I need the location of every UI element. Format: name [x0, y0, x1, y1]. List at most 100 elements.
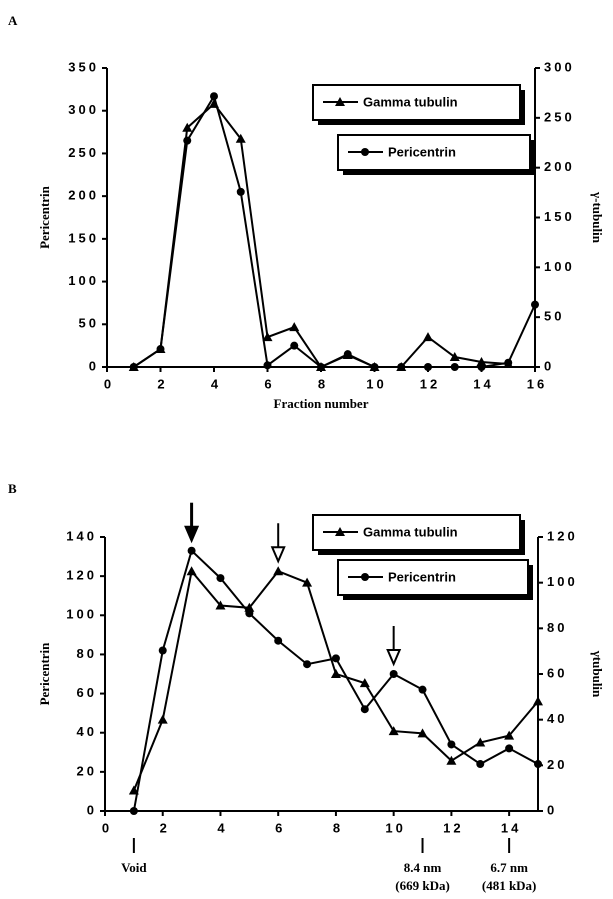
circle-marker — [476, 760, 485, 769]
circle-marker — [450, 363, 459, 371]
triangle-marker — [359, 678, 370, 688]
y-tick-label: 150 — [68, 230, 99, 245]
y2-tick-label: 0 — [547, 802, 557, 817]
y2-tick-label: 100 — [547, 574, 578, 589]
x-tick-label: 2 — [157, 376, 167, 391]
annotation-text: (481 kDa) — [482, 878, 537, 893]
triangle-marker — [157, 714, 168, 724]
triangle-marker — [186, 566, 197, 576]
legend-marker — [361, 148, 369, 156]
circle-marker — [505, 744, 514, 753]
y-tick-label: 100 — [66, 607, 97, 622]
triangle-marker — [182, 122, 193, 132]
y2-tick-label: 300 — [544, 59, 575, 74]
annotation-text: Void — [121, 860, 147, 875]
x-axis-title: Fraction number — [274, 396, 369, 411]
y-tick-label: 20 — [77, 763, 97, 778]
x-tick-label: 8 — [333, 820, 343, 835]
y-tick-label: 100 — [68, 273, 99, 288]
x-tick-label: 6 — [275, 820, 285, 835]
y-axis-title: Pericentrin — [37, 185, 52, 249]
circle-marker — [290, 341, 299, 350]
legend-marker — [335, 97, 345, 106]
triangle-marker — [302, 577, 313, 587]
triangle-marker — [273, 566, 284, 576]
circle-marker — [397, 363, 406, 371]
x-tick-label: 6 — [264, 376, 274, 391]
x-tick-label: 14 — [473, 376, 493, 391]
triangle-marker — [475, 737, 486, 747]
y-tick-label: 40 — [77, 724, 97, 739]
circle-marker — [183, 136, 192, 145]
legend-marker — [335, 527, 345, 536]
triangle-marker — [215, 600, 226, 610]
circle-marker — [360, 705, 369, 714]
triangle-marker — [476, 357, 487, 367]
circle-marker — [187, 546, 196, 555]
y-tick-label: 80 — [77, 646, 97, 661]
y-tick-label: 200 — [68, 188, 99, 203]
x-tick-label: 4 — [211, 376, 221, 391]
y2-tick-label: 100 — [544, 259, 575, 274]
y2-tick-label: 0 — [544, 358, 554, 373]
circle-marker — [389, 670, 398, 678]
y-tick-label: 60 — [77, 685, 97, 700]
y2-axis-title: γtubulin — [590, 650, 605, 698]
legend-label: Gamma tubulin — [363, 524, 458, 539]
circle-marker — [129, 807, 138, 815]
arrow-head — [386, 649, 402, 667]
circle-marker — [303, 660, 312, 669]
x-tick-label: 12 — [443, 820, 463, 835]
circle-marker — [158, 646, 167, 655]
circle-marker — [263, 361, 272, 370]
circle-marker — [210, 92, 218, 101]
triangle-marker — [289, 322, 300, 332]
x-tick-label: 0 — [102, 820, 112, 835]
y2-tick-label: 40 — [547, 711, 567, 726]
circle-marker — [370, 363, 379, 371]
triangle-marker — [449, 352, 460, 362]
y-tick-label: 140 — [66, 528, 97, 543]
legend-label: Pericentrin — [388, 144, 456, 159]
y-tick-label: 50 — [79, 316, 99, 331]
x-tick-label: 12 — [420, 376, 440, 391]
y-tick-label: 120 — [66, 568, 97, 583]
circle-marker — [317, 363, 325, 371]
circle-marker — [236, 187, 245, 196]
circle-marker — [418, 685, 427, 694]
y2-tick-label: 200 — [544, 159, 575, 174]
circle-marker — [156, 345, 165, 354]
circle-marker — [129, 363, 138, 371]
circle-marker — [274, 636, 283, 645]
triangle-marker — [446, 755, 457, 765]
triangle-marker — [235, 133, 246, 143]
y2-tick-label: 50 — [544, 309, 564, 324]
x-tick-label: 14 — [501, 820, 521, 835]
series-line — [133, 93, 536, 369]
x-tick-label: 8 — [318, 376, 328, 391]
circle-marker — [216, 574, 225, 583]
legend-label: Gamma tubulin — [363, 94, 458, 109]
circle-marker — [477, 363, 486, 371]
y-tick-label: 0 — [89, 358, 99, 373]
y2-tick-label: 120 — [547, 528, 578, 543]
circle-marker — [504, 358, 513, 367]
y-tick-label: 300 — [68, 102, 99, 117]
x-tick-label: 0 — [104, 376, 114, 391]
triangle-marker — [330, 669, 341, 678]
circle-marker — [534, 760, 542, 769]
circle-marker — [531, 300, 539, 309]
triangle-marker — [533, 696, 543, 706]
y2-axis-title: γ-tubulin — [590, 191, 605, 244]
annotation-text: 6.7 nm — [490, 860, 528, 875]
arrow-head — [270, 546, 286, 564]
y2-tick-label: 250 — [544, 109, 575, 124]
x-tick-label: 4 — [217, 820, 227, 835]
y2-tick-label: 20 — [547, 757, 567, 772]
series-line — [132, 569, 539, 791]
circle-marker — [343, 350, 352, 359]
y2-tick-label: 150 — [544, 209, 575, 224]
y-tick-label: 250 — [68, 145, 99, 160]
